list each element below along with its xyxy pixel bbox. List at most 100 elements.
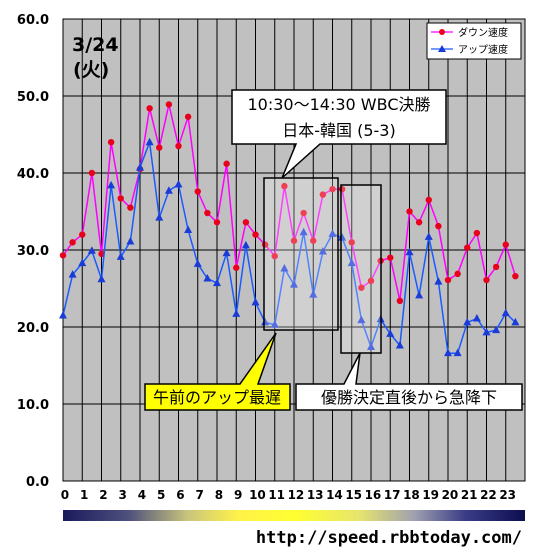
x-tick-label: 21: [461, 488, 478, 502]
drop-callout-text: 優勝決定直後から急降下: [321, 388, 497, 407]
time-of-day-bar: [63, 510, 525, 521]
data-point-down: [79, 231, 86, 238]
legend-up-label: アップ速度: [458, 43, 508, 56]
data-point-up: [174, 180, 183, 188]
data-point-up: [280, 263, 289, 272]
data-point-down: [175, 142, 182, 150]
legend-down-label: ダウン速度: [458, 26, 508, 39]
data-point-up: [472, 314, 481, 322]
data-point-down: [454, 270, 461, 278]
data-point-up: [386, 329, 395, 337]
legend-up-marker: [438, 45, 446, 52]
legend: ダウン速度 アップ速度: [426, 22, 522, 60]
data-point-up: [357, 315, 366, 324]
data-point-down: [512, 272, 519, 280]
data-point-down: [473, 229, 481, 237]
date-label: 3/24: [72, 34, 119, 56]
data-point-up: [136, 163, 144, 171]
wbc-period-box: [263, 177, 339, 331]
data-point-up: [203, 273, 212, 282]
data-point-down: [156, 144, 163, 151]
series-up: [59, 137, 520, 357]
data-point-down: [59, 252, 67, 259]
data-point-down: [464, 244, 471, 251]
wbc-callout-bubble: [231, 89, 447, 179]
data-point-down: [252, 231, 259, 238]
y-axis-ticks: 0.0 10.0 20.0 30.0 40.0 50.0 60.0: [17, 13, 49, 490]
data-point-up: [338, 233, 347, 241]
x-tick-label: 5: [157, 488, 165, 502]
data-point-down: [271, 252, 278, 260]
data-point-down: [415, 219, 423, 226]
data-point-down: [396, 297, 404, 305]
data-point-up: [107, 180, 116, 189]
data-point-down: [233, 264, 240, 271]
x-tick-label: 18: [403, 488, 420, 502]
x-tick-label: 9: [234, 488, 242, 502]
x-tick-label: 19: [422, 488, 439, 502]
data-point-up: [87, 246, 96, 254]
x-tick-label: 16: [365, 488, 382, 502]
x-tick-label: 6: [176, 488, 184, 502]
data-point-down: [483, 276, 490, 284]
data-point-up: [415, 290, 424, 299]
wbc-callout-line2: 日本-韓国 (5-3): [282, 121, 395, 140]
data-point-down: [367, 277, 375, 284]
legend-box: [426, 22, 522, 60]
data-point-up: [270, 320, 279, 328]
series-line-up: [62, 141, 516, 354]
data-point-up: [164, 186, 173, 194]
wbc-callout-line1: 10:30～14:30 WBC決勝: [248, 95, 431, 114]
y-tick-label: 10.0: [17, 398, 49, 413]
data-point-up: [241, 240, 250, 249]
data-point-down: [300, 209, 307, 217]
data-point-up: [501, 308, 510, 317]
morning-low-callout: [144, 332, 291, 411]
y-tick-label: 60.0: [17, 13, 49, 28]
data-point-down: [146, 105, 153, 112]
y-tick-label: 30.0: [17, 244, 49, 259]
data-point-down: [69, 239, 76, 246]
data-point-down: [406, 208, 413, 215]
data-point-up: [511, 317, 520, 326]
data-point-up: [347, 258, 356, 267]
weekday-label: (火): [73, 59, 109, 81]
x-tick-label: 23: [499, 488, 516, 502]
data-point-up: [232, 309, 241, 317]
x-tick-label: 17: [384, 488, 401, 502]
data-point-up: [328, 229, 337, 237]
data-point-up: [68, 270, 77, 278]
data-point-down: [194, 188, 201, 195]
data-point-up: [155, 213, 164, 221]
data-point-down: [425, 196, 432, 204]
data-point-down: [165, 101, 173, 108]
data-point-down: [184, 113, 192, 120]
data-point-up: [444, 348, 452, 357]
y-tick-label: 50.0: [17, 90, 49, 105]
x-tick-label: 15: [345, 488, 362, 502]
data-point-down: [329, 185, 336, 193]
x-tick-label: 2: [99, 488, 107, 502]
x-tick-label: 20: [442, 488, 459, 502]
data-point-down: [502, 241, 509, 248]
data-point-up: [213, 278, 221, 287]
y-tick-label: 40.0: [17, 167, 49, 182]
source-url: http://speed.rbbtoday.com/: [256, 528, 522, 548]
series-layer: [59, 101, 520, 357]
data-point-down: [348, 239, 355, 246]
data-point-up: [222, 248, 231, 257]
data-point-up: [299, 227, 308, 236]
x-tick-label: 1: [80, 488, 88, 502]
data-point-down: [127, 204, 134, 211]
legend-down-marker: [439, 29, 445, 35]
data-point-up: [193, 259, 202, 267]
data-point-up: [463, 317, 472, 326]
morning-low-text: 午前のアップ最遅: [153, 388, 281, 407]
data-point-down: [107, 139, 115, 146]
data-point-up: [59, 310, 67, 319]
data-point-up: [126, 237, 135, 245]
data-point-down: [117, 195, 124, 202]
data-point-down: [492, 263, 500, 271]
data-point-up: [482, 327, 491, 336]
data-point-up: [492, 325, 501, 334]
